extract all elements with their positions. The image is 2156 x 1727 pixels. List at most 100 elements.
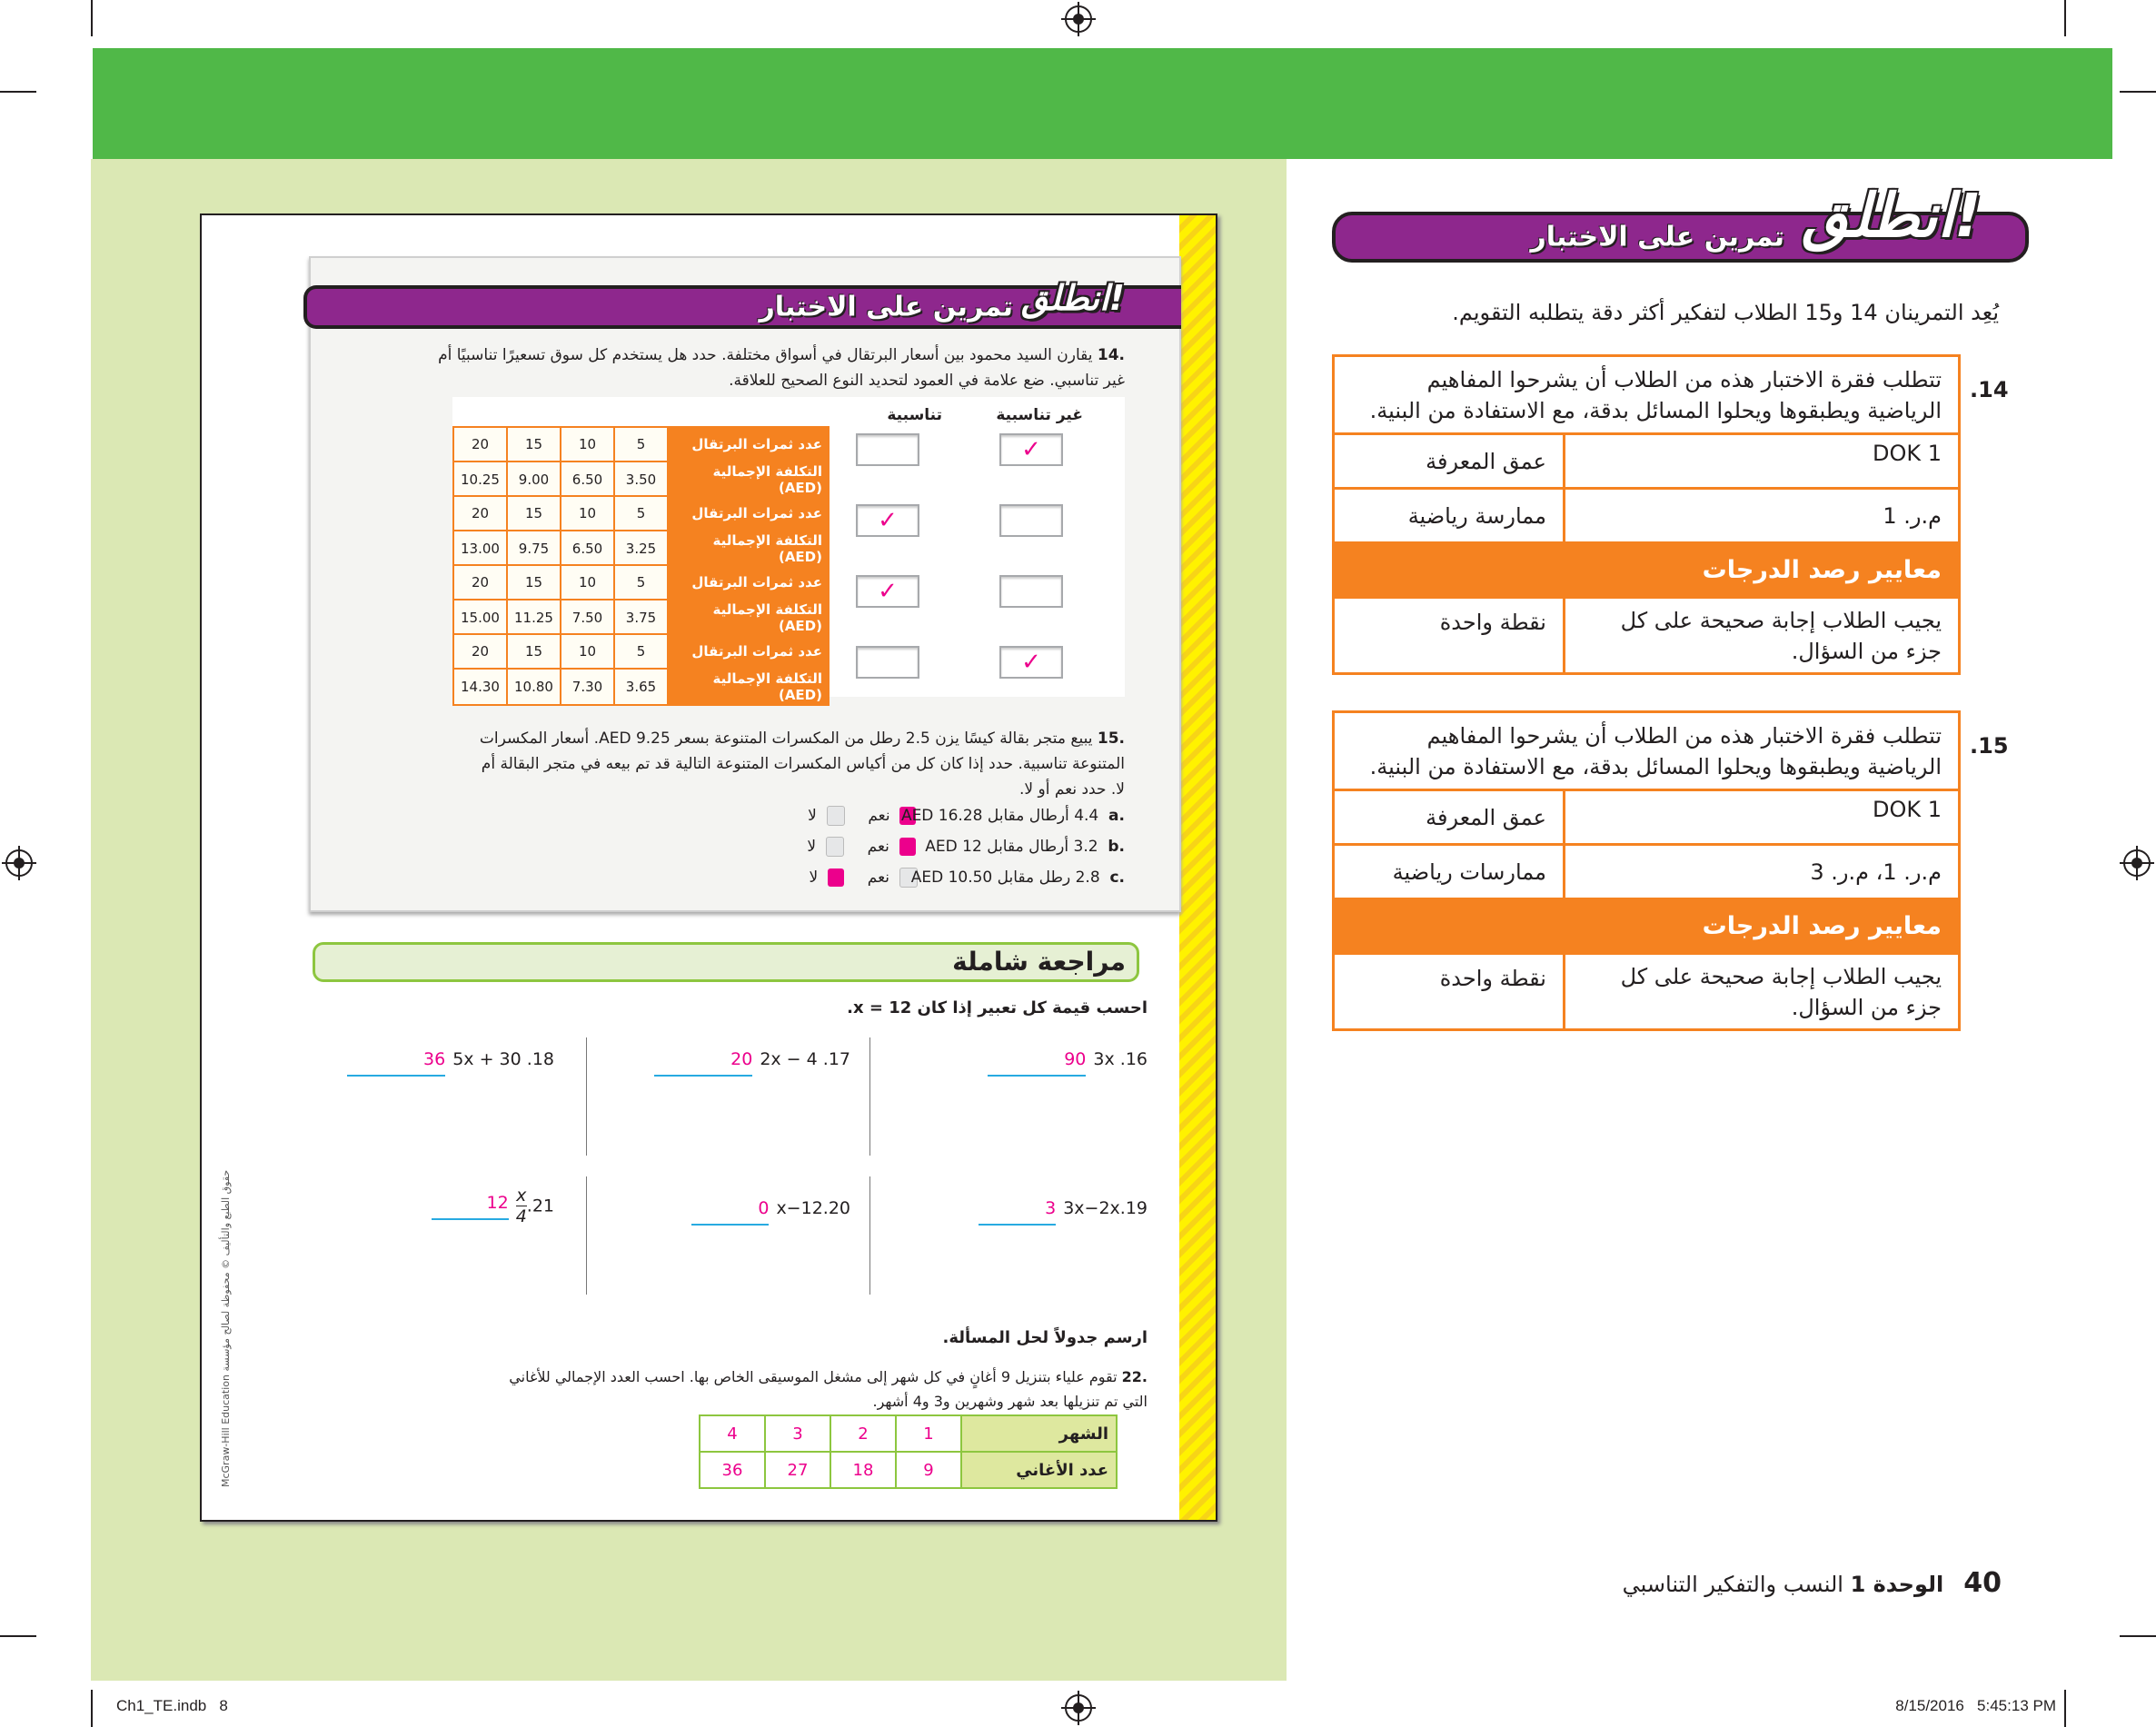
registration-mark-icon — [2, 846, 36, 880]
answer-17[interactable]: 20 — [654, 1049, 753, 1077]
item-number: .15 — [1970, 733, 2009, 759]
price-table: عدد ثمرات البرتقال 5 10 15 20 التكلفة الإجمال… — [452, 564, 830, 637]
answer-16[interactable]: 90 — [988, 1049, 1087, 1077]
rubric-table: تتطلب فقرة الاختبار هذه من الطلاب أن يشر… — [1332, 354, 1961, 675]
checkbox-yes[interactable] — [899, 807, 917, 825]
unit-title: النسب والتفكير التناسبي — [1622, 1572, 1843, 1597]
checkbox-nonproportional[interactable] — [999, 504, 1063, 537]
crop-mark — [91, 1690, 93, 1727]
table-row: التكلفة الإجمالية (AED) 3.50 6.50 9.00 10.25 — [452, 461, 830, 499]
banner-title: تمرين على الاختبار — [1530, 221, 1784, 253]
checkbox-proportional[interactable] — [856, 646, 919, 679]
page-number: 40 — [1963, 1567, 2002, 1599]
crop-mark — [0, 91, 36, 93]
checkbox-no[interactable] — [826, 806, 845, 826]
answer-18[interactable]: 36 — [347, 1049, 446, 1077]
exercise-18: 36 5x + 30 .18 — [347, 1049, 554, 1077]
exercise-20: 0 x−12.20 — [691, 1198, 850, 1226]
exercise-21: 12 x 4.21 — [431, 1186, 554, 1226]
intro-text: يُعِد التمرينان 14 و15 الطلاب لتفكير أكث… — [1452, 300, 1999, 325]
table-row: التكلفة الإجمالية (AED) 3.75 7.50 11.25 15.0… — [452, 599, 830, 637]
top-green-bar — [93, 48, 2112, 159]
divider — [586, 1037, 587, 1156]
file-slug: Ch1_TE.indb 8 — [116, 1697, 228, 1714]
table-row: عدد ثمرات البرتقال 5 10 15 20 — [452, 633, 830, 670]
table-row: تتطلب فقرة الاختبار هذه من الطلاب أن يشر… — [1332, 354, 1961, 435]
table-row: ممارسات رياضية م.ر. 1، م.ر. 3 — [1332, 843, 1961, 900]
table-row: الشهر 1 2 3 4 — [699, 1414, 1118, 1453]
crop-mark — [2120, 1635, 2156, 1637]
divider — [869, 1037, 870, 1156]
price-table: عدد ثمرات البرتقال 5 10 15 20 التكلفة الإجمال… — [452, 426, 830, 499]
copyright-vertical: McGraw-Hill Education حقوق الطبع والتألي… — [220, 1169, 232, 1487]
checkbox-nonproportional[interactable]: ✓ — [999, 433, 1063, 466]
checkbox-nonproportional[interactable]: ✓ — [999, 646, 1063, 679]
checkbox-yes[interactable] — [899, 868, 918, 888]
option-b: .b 3.2 أرطال مقابل AED 12 نعم لا — [807, 837, 1125, 857]
review-banner: مراجعة شاملة — [313, 942, 1139, 982]
option-a: .a 4.4 أرطال مقابل AED 16.28 نعم لا — [808, 806, 1125, 826]
table-row: نقطة واحدة يجيب الطلاب إجابة صحيحة على كل… — [1332, 596, 1961, 675]
banner-title: تمرين على الاختبار — [759, 291, 1013, 323]
table-row: عمق المعرفة DOK 1 — [1332, 789, 1961, 846]
page-footer: 40 الوحدة 1 النسب والتفكير التناسبي — [1623, 1567, 2002, 1599]
problem-number: .15 — [1097, 730, 1125, 748]
problem-15-text: .15 يبيع متجر بقالة كيسًا يزن 2.5 رطل من… — [479, 730, 1125, 799]
crop-mark — [2064, 1690, 2066, 1727]
registration-mark-icon — [1061, 2, 1096, 36]
divider — [869, 1176, 870, 1295]
print-timestamp: 8/15/2016 5:45:13 PM — [1895, 1697, 2056, 1714]
table-row: نقطة واحدة يجيب الطلاب إجابة صحيحة على كل… — [1332, 952, 1961, 1031]
crop-mark — [91, 0, 93, 36]
test-practice-banner: تمرين على الاختبار انطلق! — [303, 278, 1181, 329]
item-number: .14 — [1970, 377, 2009, 402]
student-page: تمرين على الاختبار انطلق! .14 يقارن السي… — [200, 213, 1217, 1522]
table-row: التكلفة الإجمالية (AED) 3.25 6.50 9.75 13.00 — [452, 530, 830, 568]
table-row: معايير رصد الدرجات — [1332, 898, 1961, 955]
unit-label: الوحدة 1 — [1850, 1572, 1944, 1597]
table-row: التكلفة الإجمالية (AED) 3.65 7.30 10.80 14.3… — [452, 668, 830, 706]
checkbox-proportional[interactable]: ✓ — [856, 575, 919, 608]
registration-mark-icon — [2120, 846, 2154, 880]
table-row: عدد الأغاني 9 18 27 36 — [699, 1451, 1118, 1489]
answer-20[interactable]: 0 — [691, 1198, 770, 1226]
yellow-edge-stripe — [1179, 215, 1216, 1520]
exercise-16: 90 3x .16 — [988, 1049, 1148, 1077]
crop-mark — [2120, 91, 2156, 93]
banner-logo: انطلق! — [1021, 278, 1125, 318]
price-table: عدد ثمرات البرتقال 5 10 15 20 التكلفة الإجمال… — [452, 633, 830, 706]
table-row: عدد ثمرات البرتقال 5 10 15 20 — [452, 495, 830, 531]
col-header-prop: تناسبية — [887, 406, 942, 424]
crop-mark — [2064, 0, 2066, 36]
problem-22-text: .22 تقوم علياء بتنزيل 9 أغانٍ في كل شهر … — [509, 1368, 1148, 1410]
test-practice-banner-right: تمرين على الاختبار انطلق! — [1332, 181, 2029, 263]
table-row: عدد ثمرات البرتقال 5 10 15 20 — [452, 564, 830, 600]
checkbox-no[interactable] — [828, 868, 845, 887]
price-table: عدد ثمرات البرتقال 5 10 15 20 التكلفة الإجمال… — [452, 495, 830, 568]
table-heading: ارسم جدولاً لحل المسألة. — [942, 1328, 1148, 1347]
table-row: ممارسة رياضية م.ر. 1 — [1332, 487, 1961, 544]
banner-logo: انطلق! — [1802, 181, 1982, 251]
exercise-19: 3 3x−2x.19 — [979, 1198, 1148, 1226]
checkbox-nonproportional[interactable] — [999, 575, 1063, 608]
answer-19[interactable]: 3 — [979, 1198, 1057, 1226]
crop-mark — [0, 1635, 36, 1637]
checkbox-proportional[interactable] — [856, 433, 919, 466]
checkbox-proportional[interactable]: ✓ — [856, 504, 919, 537]
table-row: عمق المعرفة DOK 1 — [1332, 432, 1961, 490]
checkbox-yes[interactable] — [899, 838, 916, 856]
review-instruction: احسب قيمة كل تعبير إذا كان x = 12. — [847, 998, 1148, 1017]
table-row: معايير رصد الدرجات — [1332, 541, 1961, 599]
answer-21[interactable]: 12 — [431, 1193, 509, 1220]
songs-table: الشهر 1 2 3 4 عدد الأغاني 9 18 27 36 — [699, 1414, 1118, 1489]
registration-mark-icon — [1061, 1691, 1096, 1725]
col-header-nonprop: غير تناسبية — [996, 406, 1083, 424]
table-row: عدد ثمرات البرتقال 5 10 15 20 — [452, 426, 830, 462]
divider — [586, 1176, 587, 1295]
option-c: .c 2.8 رطل مقابل AED 10.50 نعم لا — [809, 868, 1125, 888]
checkbox-no[interactable] — [825, 837, 844, 857]
review-title: مراجعة شاملة — [952, 947, 1126, 977]
exercise-17: 20 2x − 4 .17 — [654, 1049, 850, 1077]
